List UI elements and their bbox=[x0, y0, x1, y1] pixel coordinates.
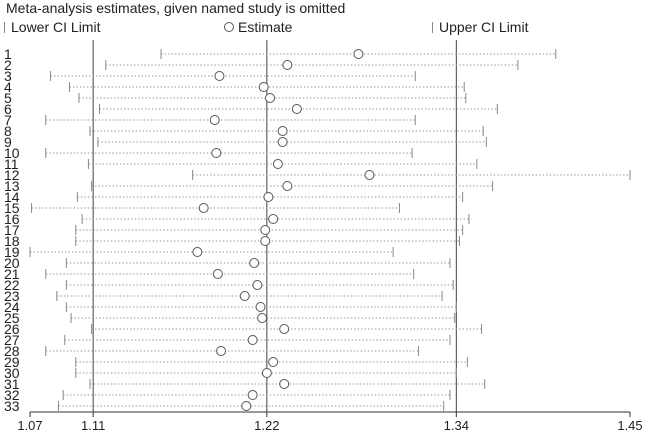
estimate-marker bbox=[260, 236, 271, 246]
estimate-marker bbox=[252, 280, 263, 290]
study-label: 30 bbox=[4, 365, 20, 381]
estimate-marker bbox=[249, 258, 260, 268]
study-label: 20 bbox=[4, 255, 20, 271]
estimate-marker bbox=[291, 104, 302, 114]
legend-label-estimate: Estimate bbox=[238, 19, 293, 35]
estimate-marker bbox=[268, 357, 279, 367]
legend-item-lower-ci: Lower CI Limit bbox=[4, 19, 100, 35]
study-label: 5 bbox=[4, 90, 12, 106]
study-label: 32 bbox=[4, 387, 20, 403]
legend-label-lower-ci: Lower CI Limit bbox=[11, 19, 101, 35]
study-label: 22 bbox=[4, 277, 20, 293]
estimate-marker bbox=[279, 379, 290, 389]
study-label: 16 bbox=[4, 211, 20, 227]
estimate-marker bbox=[260, 225, 271, 235]
estimate-marker bbox=[261, 368, 272, 378]
estimate-marker bbox=[247, 335, 258, 345]
estimate-marker bbox=[364, 170, 375, 180]
estimate-marker bbox=[212, 269, 223, 279]
estimate-marker bbox=[241, 401, 252, 411]
estimate-marker bbox=[258, 82, 269, 92]
study-label: 26 bbox=[4, 321, 20, 337]
estimate-marker bbox=[263, 192, 274, 202]
estimate-marker bbox=[192, 247, 203, 257]
estimate-marker bbox=[239, 291, 250, 301]
estimate-marker bbox=[247, 390, 258, 400]
estimate-marker bbox=[282, 60, 293, 70]
study-label: 18 bbox=[4, 233, 20, 249]
legend-item-upper-ci: Upper CI Limit bbox=[432, 19, 528, 35]
study-label: 8 bbox=[4, 123, 12, 139]
estimate-marker bbox=[214, 71, 225, 81]
study-label: 15 bbox=[4, 200, 20, 216]
study-label: 23 bbox=[4, 288, 20, 304]
estimate-marker bbox=[198, 203, 209, 213]
chart-title: Meta-analysis estimates, given named stu… bbox=[6, 0, 346, 16]
study-label: 31 bbox=[4, 376, 20, 392]
x-tick-label: 1.45 bbox=[617, 418, 642, 432]
estimate-marker bbox=[277, 126, 288, 136]
study-label: 33 bbox=[4, 398, 20, 414]
study-label: 24 bbox=[4, 299, 20, 315]
study-label: 3 bbox=[4, 68, 12, 84]
x-tick-label: 1.07 bbox=[17, 418, 42, 432]
study-label: 9 bbox=[4, 134, 12, 150]
study-label: 7 bbox=[4, 112, 12, 128]
lower-ci-cap-icon bbox=[4, 22, 5, 33]
estimate-marker bbox=[282, 181, 293, 191]
x-tick-label: 1.34 bbox=[444, 418, 469, 432]
x-tick-label: 1.22 bbox=[254, 418, 279, 432]
legend-item-estimate: Estimate bbox=[224, 19, 292, 35]
study-label: 6 bbox=[4, 101, 12, 117]
estimate-circle-icon bbox=[224, 22, 234, 32]
study-label: 28 bbox=[4, 343, 20, 359]
study-label: 14 bbox=[4, 189, 20, 205]
legend-label-upper-ci: Upper CI Limit bbox=[439, 19, 529, 35]
study-label: 21 bbox=[4, 266, 20, 282]
estimate-marker bbox=[277, 137, 288, 147]
estimate-marker bbox=[353, 49, 364, 59]
estimate-marker bbox=[255, 302, 266, 312]
study-label: 10 bbox=[4, 145, 20, 161]
study-label: 25 bbox=[4, 310, 20, 326]
study-label: 19 bbox=[4, 244, 20, 260]
study-label: 12 bbox=[4, 167, 20, 183]
study-label: 29 bbox=[4, 354, 20, 370]
upper-ci-cap-icon bbox=[432, 22, 433, 33]
study-label: 4 bbox=[4, 79, 12, 95]
estimate-marker bbox=[257, 313, 268, 323]
x-tick-label: 1.11 bbox=[81, 418, 105, 432]
study-label: 1 bbox=[4, 46, 12, 62]
estimate-marker bbox=[279, 324, 290, 334]
estimate-marker bbox=[268, 214, 279, 224]
estimate-marker bbox=[265, 93, 275, 103]
study-label: 2 bbox=[4, 57, 12, 73]
estimate-marker bbox=[216, 346, 227, 356]
estimate-marker bbox=[209, 115, 220, 125]
estimate-marker bbox=[272, 159, 283, 169]
study-label: 13 bbox=[4, 178, 20, 194]
estimate-marker bbox=[211, 148, 222, 158]
study-label: 17 bbox=[4, 222, 20, 238]
study-label: 27 bbox=[4, 332, 20, 348]
study-label: 11 bbox=[4, 156, 19, 172]
